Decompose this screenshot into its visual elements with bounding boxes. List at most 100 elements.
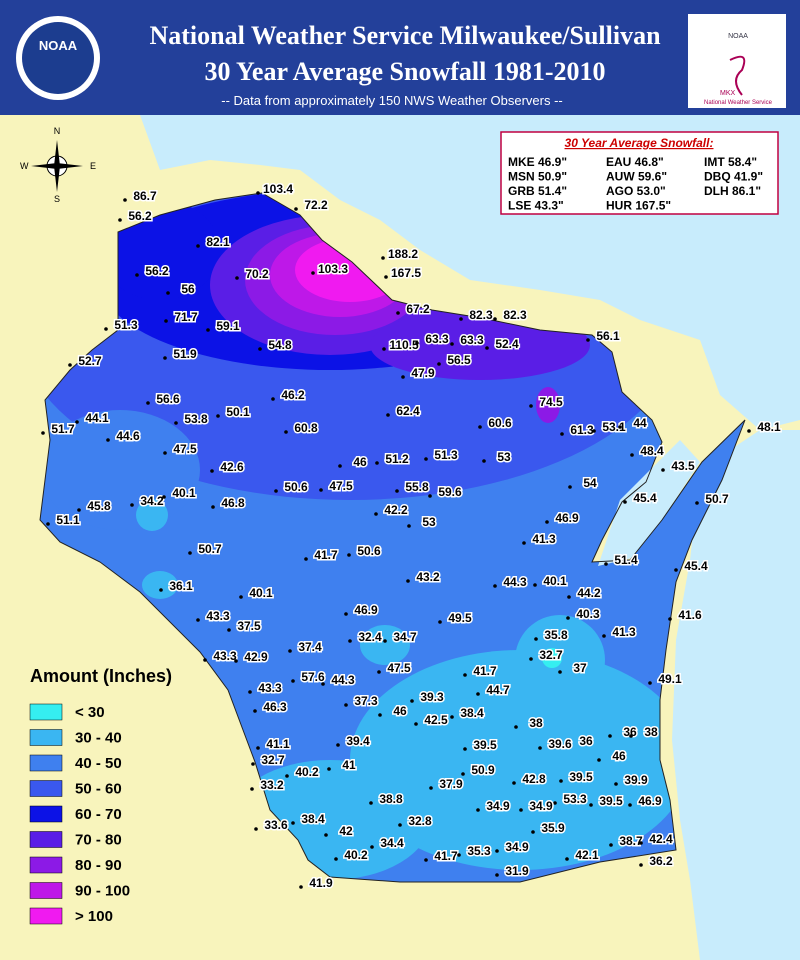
- station-value: 41.3: [532, 532, 556, 546]
- noaa-logo-text: NOAA: [39, 38, 78, 53]
- station-dot: [384, 275, 388, 279]
- legend-label: 50 - 60: [75, 781, 122, 798]
- station-value: 44.3: [331, 673, 355, 687]
- station-value: 37.3: [354, 694, 378, 708]
- station-value: 32.8: [408, 814, 432, 828]
- station-dot: [623, 500, 627, 504]
- station-dot: [559, 779, 563, 783]
- station-value: 32.7: [261, 753, 285, 767]
- station-value: 46.3: [263, 700, 287, 714]
- station-dot: [271, 397, 275, 401]
- station-dot: [123, 198, 127, 202]
- shade-region: [542, 648, 562, 668]
- summary-title: 30 Year Average Snowfall:: [565, 136, 714, 150]
- station-dot: [493, 317, 497, 321]
- station-value: 33.6: [264, 818, 288, 832]
- station-value: 167.5: [391, 266, 421, 280]
- summary-entry: IMT 58.4": [704, 155, 757, 169]
- legend-label: 30 - 40: [75, 730, 122, 747]
- station-dot: [206, 328, 210, 332]
- station-value: 53: [497, 450, 511, 464]
- station-dot: [334, 857, 338, 861]
- station-value: 51.3: [114, 318, 138, 332]
- header-band: [0, 0, 800, 115]
- station-value: 34.7: [393, 630, 417, 644]
- station-value: 38.8: [379, 792, 403, 806]
- station-dot: [560, 432, 564, 436]
- shade-region: [136, 499, 168, 531]
- summary-entry: MKE 46.9": [508, 155, 567, 169]
- station-dot: [450, 715, 454, 719]
- station-value: 41.7: [434, 849, 458, 863]
- legend-label: < 30: [75, 704, 105, 721]
- station-value: 46: [612, 749, 626, 763]
- station-dot: [375, 461, 379, 465]
- station-dot: [159, 588, 163, 592]
- station-dot: [531, 830, 535, 834]
- station-dot: [163, 356, 167, 360]
- station-value: 41: [342, 758, 356, 772]
- legend-label: 80 - 90: [75, 857, 122, 874]
- station-value: 59.6: [438, 485, 462, 499]
- station-dot: [512, 781, 516, 785]
- station-dot: [250, 787, 254, 791]
- station-value: 36.1: [169, 579, 193, 593]
- station-value: 51.1: [56, 513, 80, 527]
- station-dot: [294, 207, 298, 211]
- station-value: 32.7: [539, 648, 563, 662]
- mkx-logo-code: MKX: [720, 90, 736, 97]
- compass-needles: [31, 140, 83, 192]
- mkx-logo-bottom: National Weather Service: [704, 100, 773, 106]
- station-value: 38: [644, 725, 658, 739]
- station-value: 51.2: [385, 452, 409, 466]
- station-value: 43.2: [416, 570, 440, 584]
- station-dot: [344, 703, 348, 707]
- station-dot: [630, 453, 634, 457]
- legend-label: 90 - 100: [75, 883, 130, 900]
- compass-e: E: [90, 161, 96, 171]
- station-value: 103.3: [318, 262, 348, 276]
- station-value: 67.2: [406, 302, 430, 316]
- station-value: 46.9: [354, 603, 378, 617]
- station-value: 52.4: [495, 337, 519, 351]
- station-dot: [203, 658, 207, 662]
- station-dot: [304, 557, 308, 561]
- station-value: 48.4: [640, 444, 664, 458]
- station-dot: [258, 347, 262, 351]
- station-value: 47.9: [411, 366, 435, 380]
- station-dot: [284, 430, 288, 434]
- station-value: 36.2: [649, 854, 673, 868]
- station-value: 46.2: [281, 388, 305, 402]
- station-value: 44.6: [116, 429, 140, 443]
- station-value: 39.4: [346, 734, 370, 748]
- summary-entry: EAU 46.8": [606, 155, 664, 169]
- station-dot: [291, 679, 295, 683]
- station-value: 51.7: [51, 422, 75, 436]
- station-value: 50.9: [471, 763, 495, 777]
- station-dot: [661, 468, 665, 472]
- station-value: 34.9: [486, 799, 510, 813]
- station-dot: [567, 595, 571, 599]
- station-dot: [568, 485, 572, 489]
- station-dot: [253, 709, 257, 713]
- shade-region: [40, 410, 200, 530]
- station-dot: [174, 421, 178, 425]
- station-dot: [288, 649, 292, 653]
- station-dot: [529, 657, 533, 661]
- station-dot: [629, 734, 633, 738]
- station-dot: [747, 429, 751, 433]
- station-value: 42.1: [575, 848, 599, 862]
- station-value: 56.6: [156, 392, 180, 406]
- legend-swatch: [29, 703, 63, 721]
- station-value: 35.9: [541, 821, 565, 835]
- station-dot: [534, 637, 538, 641]
- station-dot: [406, 579, 410, 583]
- station-dot: [254, 827, 258, 831]
- station-dot: [321, 682, 325, 686]
- station-value: 48.1: [757, 420, 781, 434]
- station-value: 33.2: [260, 778, 284, 792]
- station-value: 50.6: [357, 544, 381, 558]
- station-dot: [628, 803, 632, 807]
- station-value: 39.3: [420, 690, 444, 704]
- mkx-logo-mark: [729, 55, 746, 96]
